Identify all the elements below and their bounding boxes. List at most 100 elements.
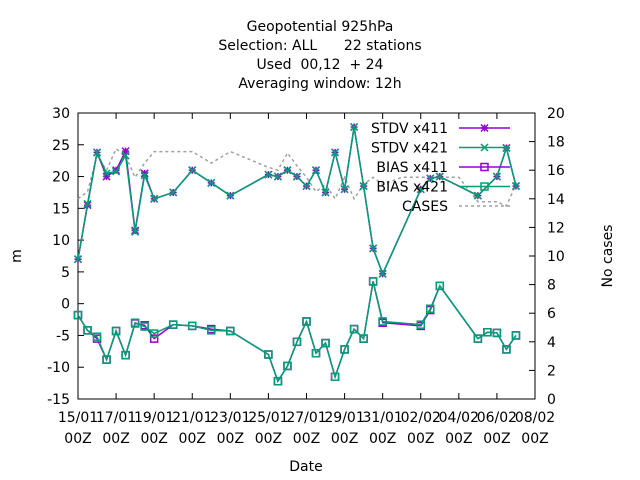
data-point <box>492 172 501 181</box>
data-point <box>121 151 130 160</box>
data-point <box>480 143 489 152</box>
x-tick-label-hour: 00Z <box>217 431 244 447</box>
data-point <box>321 338 330 348</box>
data-point <box>83 326 92 335</box>
legend: STDV x411 STDV x421 BIAS x411 BIAS x421 CASE… <box>371 121 510 215</box>
data-point <box>321 188 330 197</box>
data-point <box>311 166 321 175</box>
data-point <box>492 328 502 338</box>
data-point <box>140 322 149 331</box>
data-point <box>292 337 302 347</box>
data-point <box>480 182 489 191</box>
x-tick-label-date: 02/02 <box>401 410 441 426</box>
data-point <box>473 191 482 200</box>
data-point <box>130 318 140 327</box>
x-tick-label-date: 19/01 <box>134 410 174 426</box>
data-point <box>111 326 121 336</box>
title-line-3: Used 00,12 + 24 <box>257 57 384 73</box>
y-tick-label: -10 <box>47 360 70 376</box>
data-point <box>435 281 445 291</box>
data-point <box>169 188 178 197</box>
legend-item: CASES <box>402 199 510 215</box>
data-point <box>264 350 273 359</box>
data-point <box>480 123 489 133</box>
legend-label: BIAS x411 <box>376 160 448 176</box>
x-axis-label: Date <box>289 459 322 475</box>
y2-tick-label: 14 <box>547 192 565 208</box>
data-point <box>102 169 111 178</box>
series-layer <box>73 122 521 386</box>
y2-tick-label: 12 <box>547 220 565 236</box>
series-line <box>77 147 517 207</box>
data-point <box>149 334 159 343</box>
y-tick-label: 15 <box>52 201 70 217</box>
series-line <box>77 126 517 276</box>
data-point <box>426 304 435 314</box>
x-axis: 15/0100Z17/0100Z19/0100Z21/0100Z23/0100Z… <box>58 113 555 447</box>
data-point <box>378 317 387 326</box>
data-point <box>168 320 178 329</box>
data-point <box>378 269 387 278</box>
series-bias-x411 <box>73 277 521 386</box>
data-point <box>350 122 359 132</box>
legend-item: BIAS x411 <box>376 160 510 176</box>
x-tick-label-hour: 00Z <box>293 431 320 447</box>
x-tick-label-date: 21/01 <box>172 410 212 426</box>
data-point <box>331 148 340 157</box>
y2-tick-label: 0 <box>547 392 556 408</box>
data-point <box>207 178 216 187</box>
series-stdv-x421 <box>73 122 520 278</box>
x-tick-label-date: 17/01 <box>96 410 136 426</box>
data-point <box>188 166 197 175</box>
data-point <box>92 332 102 341</box>
series-cases <box>77 147 517 207</box>
data-point <box>511 331 521 340</box>
data-point <box>112 167 121 176</box>
series-bias-x421 <box>73 277 521 386</box>
x-tick-label-hour: 00Z <box>140 431 167 447</box>
data-point <box>340 185 349 194</box>
y-tick-label: -15 <box>47 392 70 408</box>
x-tick-label-hour: 00Z <box>102 431 129 447</box>
y2-tick-label: 20 <box>547 106 565 122</box>
data-point <box>273 172 282 181</box>
data-point <box>73 255 83 264</box>
y2-axis-label: No cases <box>600 225 616 288</box>
data-point <box>302 317 311 326</box>
y-axis-label: m <box>9 249 25 263</box>
y-tick-label: 20 <box>52 170 70 186</box>
y2-tick-label: 2 <box>547 363 556 379</box>
y-tick-label: 5 <box>61 265 70 281</box>
y-tick-label: 0 <box>61 297 70 313</box>
x-tick-label-date: 04/02 <box>439 410 479 426</box>
x-tick-label-hour: 00Z <box>369 431 396 447</box>
data-point <box>340 345 349 354</box>
title-line-1: Geopotential 925hPa <box>247 19 394 35</box>
data-point <box>435 172 444 181</box>
data-point <box>330 372 340 382</box>
data-point <box>283 361 292 371</box>
data-point <box>264 170 273 179</box>
x-tick-label-hour: 00Z <box>179 431 206 447</box>
series-line <box>77 281 517 383</box>
x-tick-label-date: 15/01 <box>58 410 98 426</box>
data-point <box>73 310 83 320</box>
data-point <box>483 328 492 337</box>
y2-tick-label: 4 <box>547 335 556 351</box>
data-point <box>369 244 378 253</box>
data-point <box>473 334 483 343</box>
data-point <box>359 182 368 191</box>
title-line-2: Selection: ALL 22 stations <box>218 38 421 54</box>
plot-frame <box>77 112 536 400</box>
x-tick-label-date: 25/01 <box>248 410 288 426</box>
series-line <box>77 126 517 276</box>
legend-label: CASES <box>402 199 448 215</box>
legend-item: STDV x421 <box>371 141 510 157</box>
y2-tick-label: 16 <box>547 163 565 179</box>
data-point <box>140 171 149 180</box>
y-tick-label: 30 <box>52 106 70 122</box>
data-point <box>121 350 130 360</box>
data-point <box>273 376 283 386</box>
x-tick-label-hour: 00Z <box>64 431 91 447</box>
